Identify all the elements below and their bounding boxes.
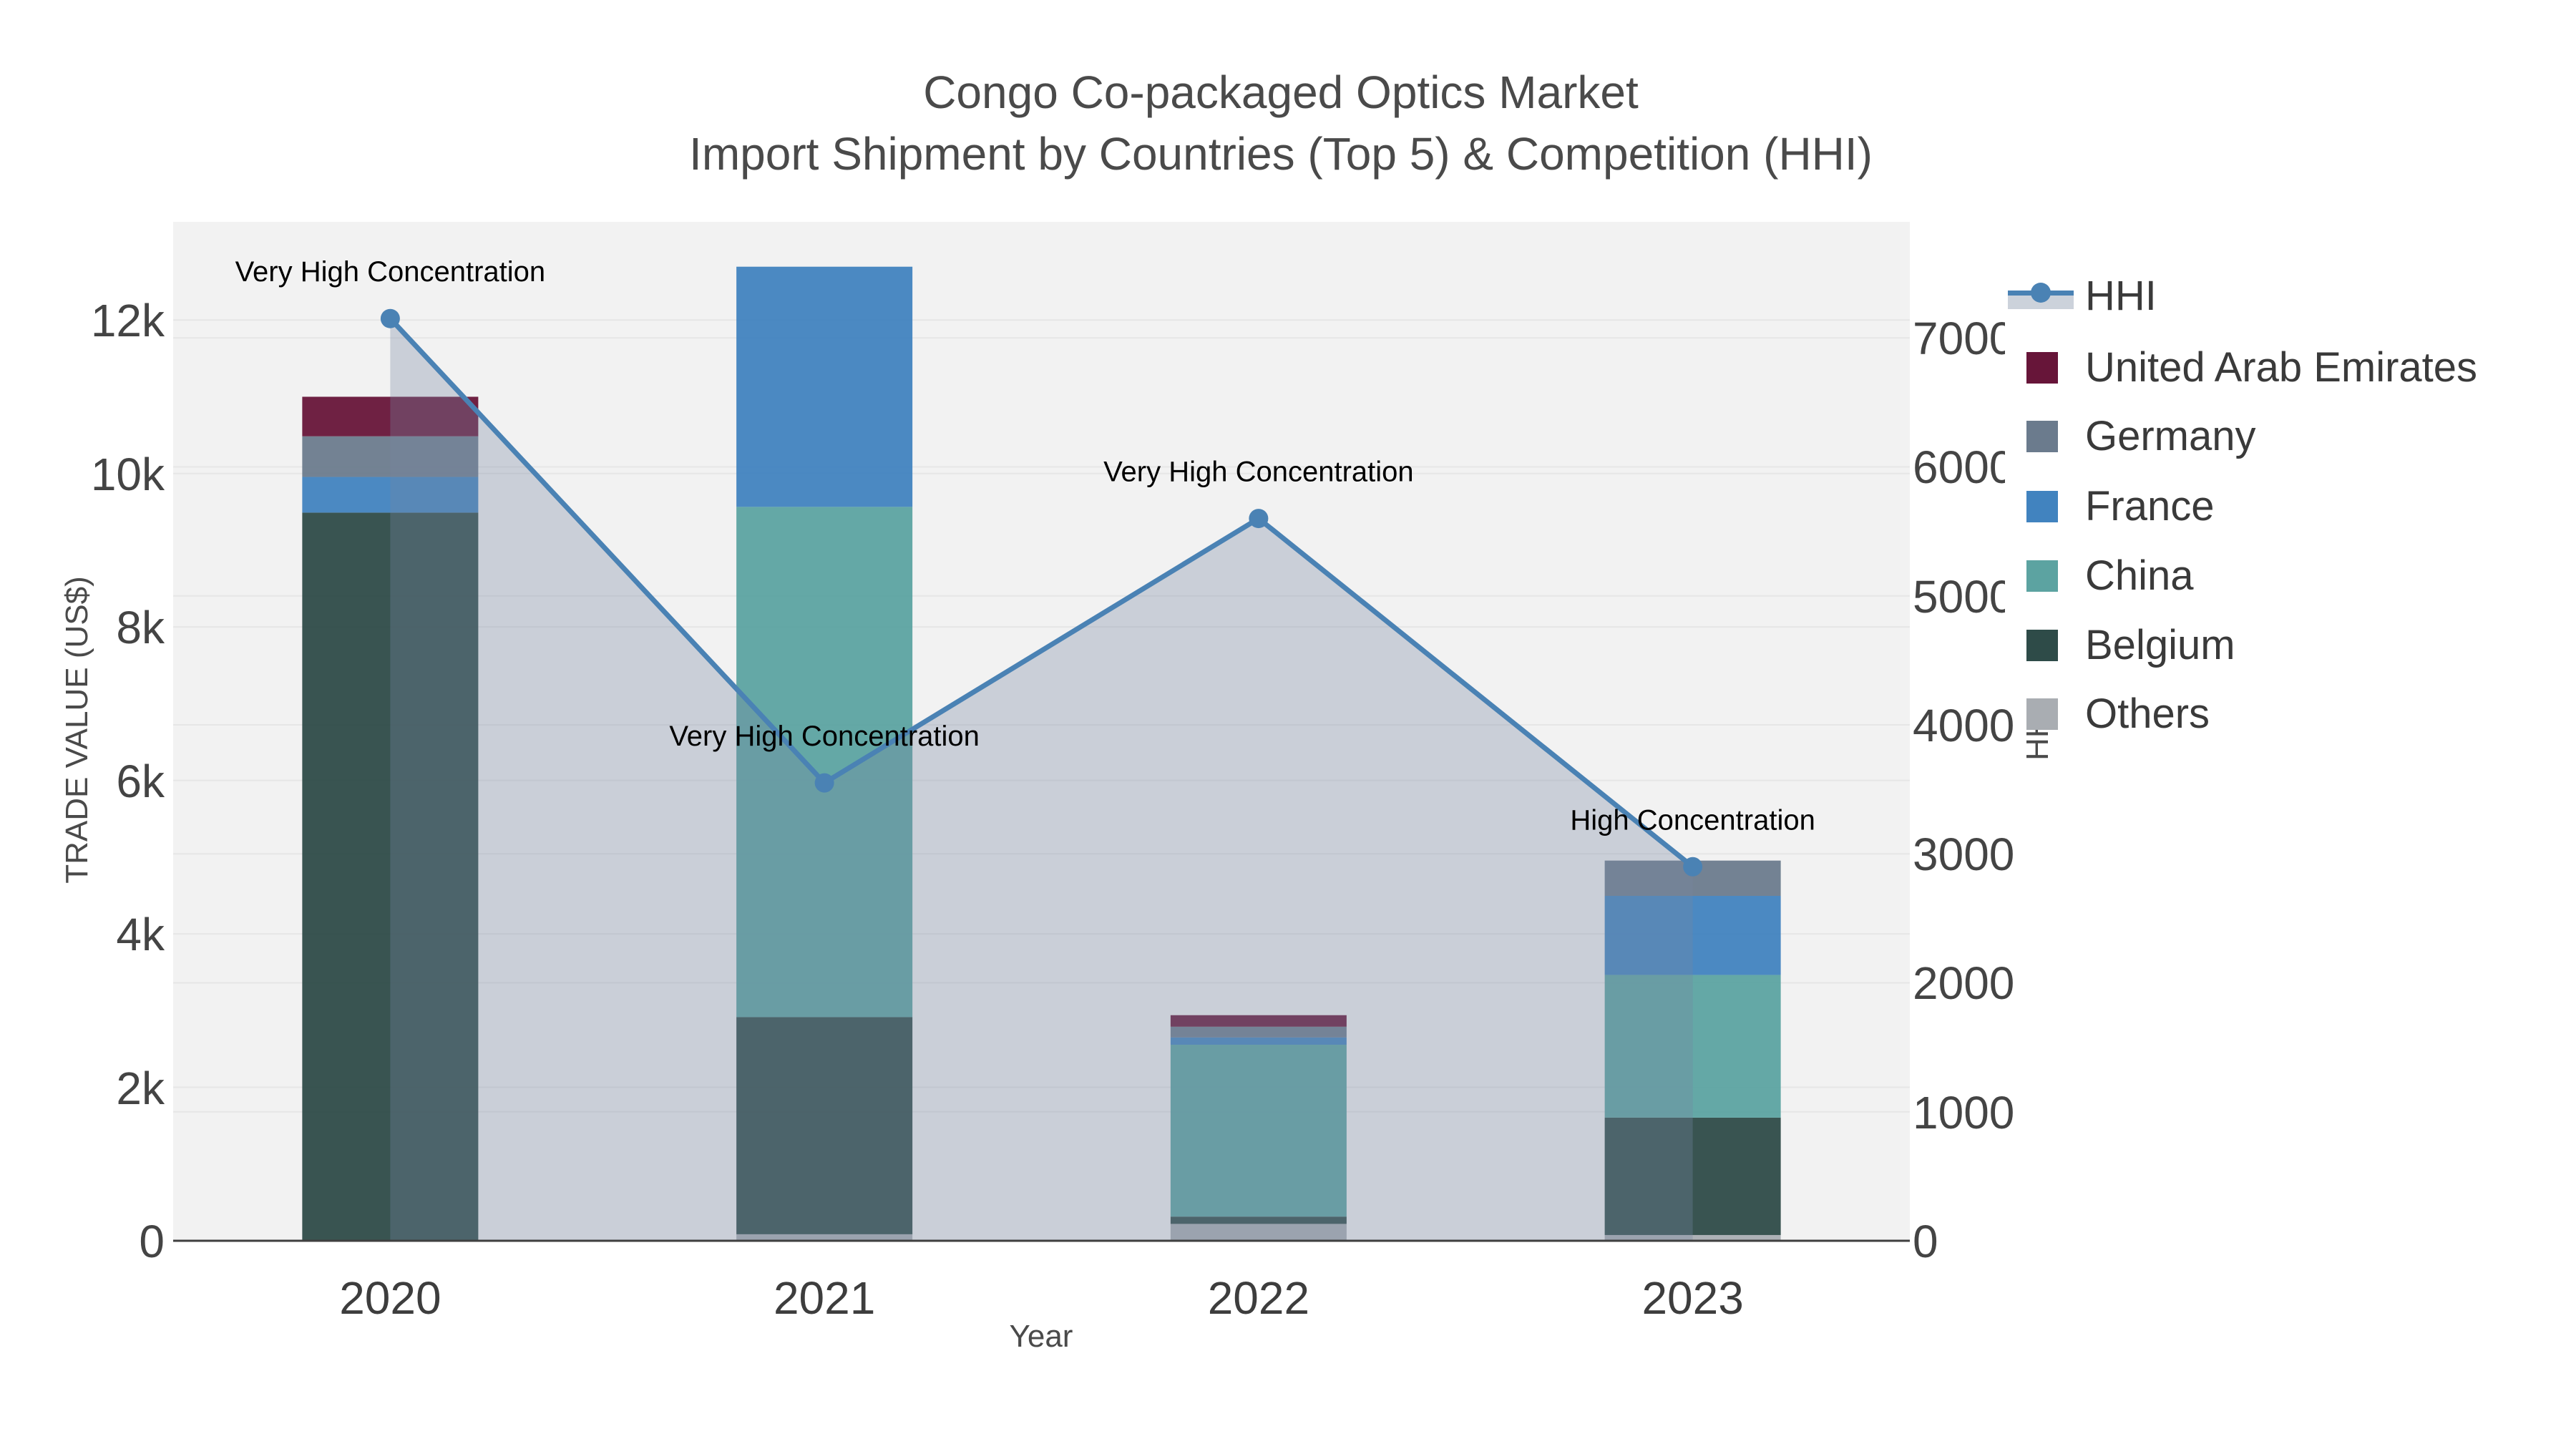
y-axis-left-title: TRADE VALUE (US$) bbox=[59, 576, 94, 884]
legend: HHI United Arab Emirates Germany France Chin… bbox=[2005, 228, 2556, 735]
x-tick-2020: 2020 bbox=[339, 1272, 441, 1324]
legend-color-swatch bbox=[2026, 630, 2058, 661]
legend-item-belgium[interactable]: Belgium bbox=[2005, 611, 2556, 680]
bar-2022-united-arab-emirates[interactable] bbox=[1170, 1015, 1347, 1027]
legend-item-france[interactable]: France bbox=[2005, 472, 2556, 541]
y-right-tick-1000: 1000 bbox=[1913, 1086, 2015, 1138]
bar-2023-china[interactable] bbox=[1604, 975, 1781, 1118]
hhi-marker-swatch bbox=[2031, 283, 2051, 303]
legend-label: HHI bbox=[2085, 273, 2157, 319]
bar-2023-belgium[interactable] bbox=[1604, 1117, 1781, 1235]
bar-2020-france[interactable] bbox=[302, 477, 479, 513]
y-left-tick-10k: 10k bbox=[90, 448, 165, 500]
legend-label: France bbox=[2085, 483, 2215, 530]
bar-2020-germany[interactable] bbox=[302, 436, 479, 477]
y-left-tick-4k: 4k bbox=[116, 909, 165, 961]
legend-label: Belgium bbox=[2085, 622, 2235, 668]
bar-2021-belgium[interactable] bbox=[736, 1017, 913, 1234]
legend-label: China bbox=[2085, 552, 2194, 599]
bar-2023-france[interactable] bbox=[1604, 896, 1781, 975]
y-right-tick-2000: 2000 bbox=[1913, 957, 2015, 1010]
y-left-tick-6k: 6k bbox=[116, 755, 165, 807]
legend-swatch-wrap bbox=[2005, 680, 2084, 748]
y-right-tick-3000: 3000 bbox=[1913, 829, 2015, 881]
annotation-2023: High Concentration bbox=[1570, 804, 1815, 836]
y-left-tick-12k: 12k bbox=[90, 295, 165, 347]
legend-item-united-arab-emirates[interactable]: United Arab Emirates bbox=[2005, 333, 2556, 402]
bar-2021-france[interactable] bbox=[736, 266, 913, 507]
y-right-tick-5000: 5000 bbox=[1913, 570, 2015, 623]
legend-color-swatch bbox=[2026, 491, 2058, 522]
chart-title-line2: Import Shipment by Countries (Top 5) & C… bbox=[689, 128, 1873, 180]
hhi-line[interactable] bbox=[388, 316, 1694, 869]
legend-swatch-wrap bbox=[2005, 402, 2084, 471]
legend-label: Germany bbox=[2085, 413, 2256, 459]
legend-color-swatch bbox=[2026, 421, 2058, 452]
legend-swatch-wrap bbox=[2005, 542, 2084, 610]
bar-2020-belgium[interactable] bbox=[302, 512, 479, 1241]
bar-2023-others[interactable] bbox=[1604, 1234, 1781, 1241]
bar-2022-belgium[interactable] bbox=[1170, 1216, 1347, 1224]
legend-item-germany[interactable]: Germany bbox=[2005, 402, 2556, 471]
legend-swatch-wrap bbox=[2005, 472, 2084, 541]
bar-2021-china[interactable] bbox=[736, 507, 913, 1018]
y-left-tick-0: 0 bbox=[139, 1216, 165, 1267]
y-left-tick-2k: 2k bbox=[116, 1062, 165, 1114]
x-tick-2023: 2023 bbox=[1641, 1272, 1744, 1324]
y-right-tick-6000: 6000 bbox=[1913, 441, 2015, 494]
annotation-2021: Very High Concentration bbox=[669, 721, 980, 752]
hhi-marker-2023[interactable] bbox=[1683, 857, 1703, 877]
bar-2022-china[interactable] bbox=[1170, 1045, 1347, 1217]
hhi-marker-2021[interactable] bbox=[814, 773, 834, 793]
legend-color-swatch bbox=[2026, 698, 2058, 730]
x-tick-2021: 2021 bbox=[773, 1272, 876, 1324]
legend-swatch-wrap bbox=[2005, 333, 2084, 402]
legend-item-others[interactable]: Others bbox=[2005, 680, 2556, 748]
hhi-line-legend-icon bbox=[2005, 262, 2084, 331]
hhi-fill-area bbox=[390, 318, 1693, 1241]
legend-label: United Arab Emirates bbox=[2085, 344, 2478, 391]
y-right-tick-7000: 7000 bbox=[1913, 313, 2015, 365]
legend-color-swatch bbox=[2026, 352, 2058, 384]
legend-item-china[interactable]: China bbox=[2005, 542, 2556, 610]
x-tick-2022: 2022 bbox=[1207, 1272, 1310, 1324]
x-axis-title: Year bbox=[1009, 1319, 1073, 1354]
bar-2021-others[interactable] bbox=[736, 1234, 913, 1241]
hhi-marker-2020[interactable] bbox=[380, 308, 400, 328]
chart-title-line1: Congo Co-packaged Optics Market bbox=[923, 67, 1639, 118]
hhi-marker-2022[interactable] bbox=[1249, 509, 1269, 529]
legend-item-hhi[interactable]: HHI bbox=[2005, 262, 2556, 331]
legend-swatch-wrap bbox=[2005, 611, 2084, 680]
y-right-tick-4000: 4000 bbox=[1913, 699, 2015, 751]
legend-color-swatch bbox=[2026, 560, 2058, 592]
annotation-2020: Very High Concentration bbox=[235, 256, 546, 288]
bar-2022-france[interactable] bbox=[1170, 1037, 1347, 1045]
legend-label: Others bbox=[2085, 691, 2210, 737]
annotation-2022: Very High Concentration bbox=[1103, 457, 1414, 488]
bar-2022-others[interactable] bbox=[1170, 1224, 1347, 1241]
bar-2020-united-arab-emirates[interactable] bbox=[302, 396, 479, 436]
y-left-tick-8k: 8k bbox=[116, 602, 165, 654]
bar-2022-germany[interactable] bbox=[1170, 1026, 1347, 1038]
y-right-tick-0: 0 bbox=[1913, 1216, 1938, 1267]
